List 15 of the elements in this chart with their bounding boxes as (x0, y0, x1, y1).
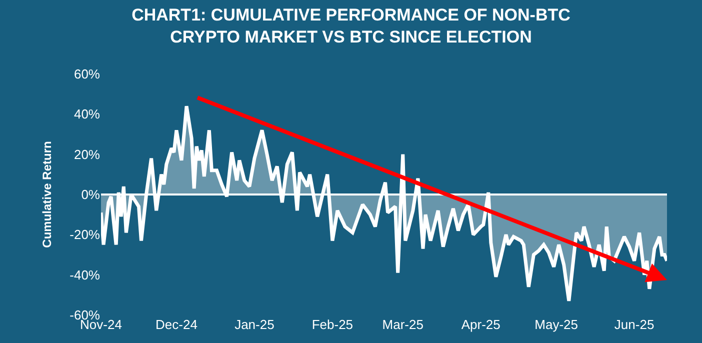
y-tick-label: 40% (74, 106, 100, 122)
chart-title: CHART1: CUMULATIVE PERFORMANCE OF NON-BTC CRYPTO MARKET VS BTC SINCE ELECTION (132, 6, 570, 47)
x-tick-label: Apr-25 (461, 317, 500, 332)
x-tick-label: Mar-25 (382, 317, 424, 332)
x-tick-label: May-25 (534, 317, 578, 332)
y-tick-label: 0% (81, 187, 100, 202)
y-tick-label: 20% (74, 146, 100, 162)
y-axis-title: Cumulative Return (40, 141, 54, 248)
x-tick-label: Jan-25 (234, 317, 274, 332)
x-tick-label: Feb-25 (312, 317, 354, 332)
y-tick-label: 60% (74, 66, 100, 82)
x-tick-label: Jun-25 (614, 317, 654, 332)
x-tick-label: Dec-24 (156, 317, 198, 332)
y-tick-label: -20% (70, 227, 100, 242)
y-tick-label: -40% (70, 267, 100, 282)
